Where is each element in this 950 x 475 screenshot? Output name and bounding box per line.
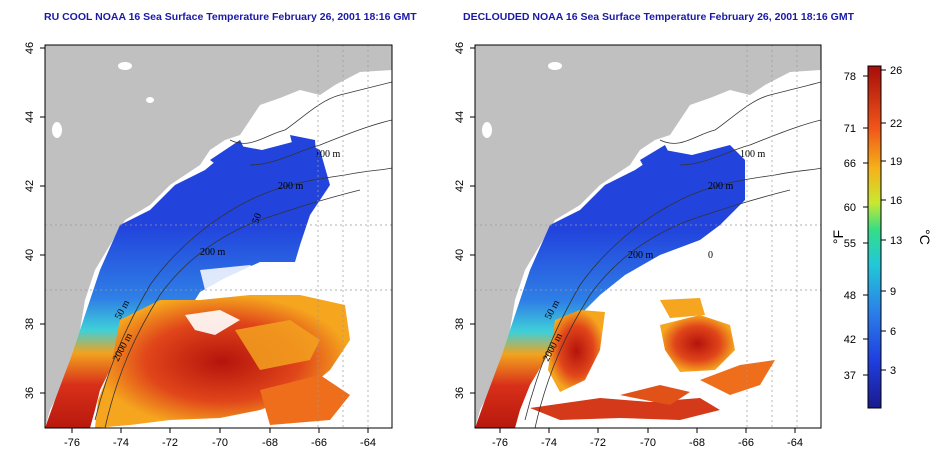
right-x-tick: -66 [738, 437, 754, 449]
right-y-tick: 44 [454, 111, 466, 123]
left-y-tick: 40 [24, 249, 36, 261]
left-contour-label-100m: 100 m [315, 149, 341, 160]
right-contour-label-100m: 100 m [740, 149, 766, 160]
right-x-tick: -64 [787, 437, 803, 449]
left-y-tick: 44 [24, 111, 36, 123]
colorbar-f-tick: 48 [844, 290, 856, 302]
right-cold-water [475, 145, 745, 428]
right-x-tick: -68 [689, 437, 705, 449]
left-x-tick: -68 [262, 437, 278, 449]
right-x-tick: -70 [640, 437, 656, 449]
colorbar-c-tick: 19 [890, 156, 902, 168]
left-grid [45, 45, 392, 428]
left-y-tick: 46 [24, 42, 36, 54]
left-map-title: RU COOL NOAA 16 Sea Surface Temperature … [44, 11, 417, 23]
right-land [475, 45, 821, 428]
left-x-tick: -74 [113, 437, 129, 449]
colorbar-f-tick: 71 [844, 123, 856, 135]
colorbar-fahrenheit-unit: °F [830, 230, 846, 244]
colorbar-f-tick: 66 [844, 158, 856, 170]
left-land [45, 45, 392, 428]
left-y-tick: 42 [24, 180, 36, 192]
colorbar-c-tick: 26 [890, 65, 902, 77]
right-contour-label-200m-south: 200 m [628, 250, 654, 261]
colorbar-celsius-unit: °C [917, 229, 933, 245]
right-y-tick: 38 [454, 318, 466, 330]
right-contour-label-200m-north: 200 m [708, 181, 734, 192]
right-grid [475, 45, 821, 428]
colorbar-f-tick: 37 [844, 370, 856, 382]
left-x-tick: -76 [64, 437, 80, 449]
left-x-tick: -64 [360, 437, 376, 449]
right-map-title: DECLOUDED NOAA 16 Sea Surface Temperatur… [463, 11, 854, 23]
right-x-tick: -76 [492, 437, 508, 449]
colorbar-c-tick: 13 [890, 235, 902, 247]
colorbar-f-tick: 60 [844, 202, 856, 214]
left-contour-label-200m-north: 200 m [278, 181, 304, 192]
right-y-tick: 40 [454, 249, 466, 261]
right-x-tick: -74 [541, 437, 557, 449]
colorbar: 78 71 66 60 55 48 42 37 26 22 19 16 13 9… [830, 65, 933, 409]
colorbar-gradient [867, 65, 882, 409]
left-y-tick: 38 [24, 318, 36, 330]
left-contour-label-50: 50 [250, 212, 264, 225]
colorbar-c-tick: 9 [890, 286, 896, 298]
right-y-tick: 46 [454, 42, 466, 54]
left-map-frame [44, 44, 393, 429]
left-map-panel: 100 m 200 m 200 m 50 m 2000 m 50 [24, 42, 393, 449]
colorbar-f-tick: 78 [844, 71, 856, 83]
right-contour-label-0: 0 [708, 250, 713, 261]
right-warm-water [548, 310, 605, 392]
right-map-panel: 100 m 200 m 200 m 50 m 2000 m 0 -76 [454, 42, 822, 449]
right-y-tick: 36 [454, 387, 466, 399]
colorbar-c-tick: 22 [890, 118, 902, 130]
left-x-tick: -72 [162, 437, 178, 449]
right-contour-lines [524, 81, 821, 428]
right-y-tick: 42 [454, 180, 466, 192]
left-contour-lines [94, 81, 392, 428]
colorbar-c-tick: 3 [890, 365, 896, 377]
left-contour-label-200m-south: 200 m [200, 247, 226, 258]
left-x-tick: -66 [311, 437, 327, 449]
right-x-tick: -72 [590, 437, 606, 449]
colorbar-c-tick: 16 [890, 195, 902, 207]
colorbar-c-tick: 6 [890, 326, 896, 338]
left-y-tick: 36 [24, 387, 36, 399]
colorbar-f-tick: 42 [844, 334, 856, 346]
colorbar-f-tick: 55 [844, 238, 856, 250]
left-x-tick: -70 [212, 437, 228, 449]
